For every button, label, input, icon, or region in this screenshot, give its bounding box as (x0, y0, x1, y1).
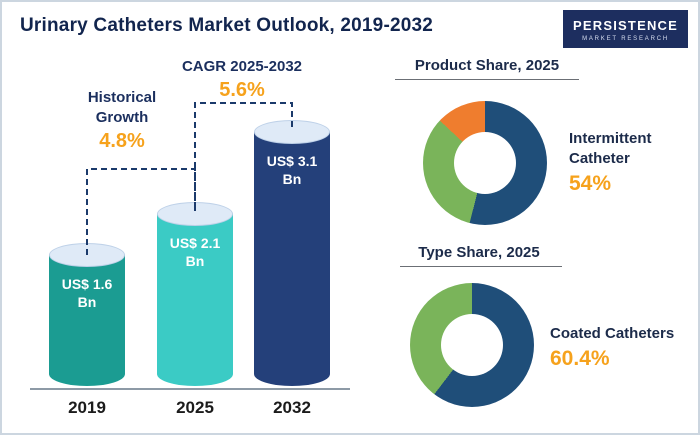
bar-2032-unit: Bn (282, 171, 302, 188)
type-share-donut (410, 283, 534, 407)
bar-2025-top-ellipse (157, 202, 233, 226)
bar-2032-value: US$ 3.1 (266, 153, 318, 169)
brand-logo-tagline: MARKET RESEARCH (582, 36, 669, 42)
x-tick-2032: 2032 (273, 398, 311, 417)
bar-2019-value-label: US$ 1.6 Bn (49, 275, 125, 311)
cagr-label: CAGR 2025-2032 (181, 58, 303, 75)
bar-2019-body: US$ 1.6 Bn (49, 243, 125, 386)
type-share-value: 60.4% (550, 347, 610, 370)
bar-2025-value: US$ 2.1 (169, 235, 221, 251)
product-share-heading-rule (395, 79, 579, 80)
bar-2032: US$ 3.1 Bn (254, 120, 330, 386)
bar-2032-value-label: US$ 3.1 Bn (254, 152, 330, 188)
type-share-heading-rule (400, 266, 562, 267)
x-tick-2025: 2025 (176, 398, 214, 417)
historical-growth-annotation: Historical Growth 4.8% (60, 88, 184, 153)
bar-2025: US$ 2.1 Bn (157, 202, 233, 386)
x-tick-2019: 2019 (68, 398, 106, 417)
product-share-heading: Product Share, 2025 (414, 57, 560, 74)
historical-growth-value: 4.8% (99, 130, 145, 152)
bar-2019-value: US$ 1.6 (61, 276, 113, 292)
type-share-callout-line-1: Coated Catheters (550, 325, 675, 342)
historical-growth-label-2: Growth (95, 109, 149, 126)
bar-2019: US$ 1.6 Bn (49, 243, 125, 386)
bar-2032-top-ellipse (254, 120, 330, 144)
bar-2019-top-ellipse (49, 243, 125, 267)
bar-2025-body: US$ 2.1 Bn (157, 202, 233, 386)
x-axis-line (30, 388, 350, 390)
product-share-callout-line-1: Intermittent (569, 130, 652, 147)
bar-2025-value-label: US$ 2.1 Bn (157, 234, 233, 270)
bar-2032-body: US$ 3.1 Bn (254, 120, 330, 386)
type-share-callout: Coated Catheters 60.4% (550, 324, 698, 371)
product-share-callout-line-2: Catheter (569, 150, 630, 167)
historical-growth-label-1: Historical (87, 89, 157, 106)
bar-2025-unit: Bn (185, 253, 205, 270)
brand-logo: PERSISTENCE MARKET RESEARCH (563, 10, 688, 48)
cagr-annotation: CAGR 2025-2032 5.6% (167, 57, 317, 102)
brand-logo-name: PERSISTENCE (573, 18, 678, 33)
type-share-heading: Type Share, 2025 (418, 244, 540, 261)
product-share-donut (423, 101, 547, 225)
cagr-value: 5.6% (219, 79, 265, 101)
product-share-callout: Intermittent Catheter 54% (569, 129, 694, 196)
bar-2019-unit: Bn (77, 294, 97, 311)
page-title: Urinary Catheters Market Outlook, 2019-2… (20, 15, 434, 36)
product-share-value: 54% (569, 172, 612, 195)
